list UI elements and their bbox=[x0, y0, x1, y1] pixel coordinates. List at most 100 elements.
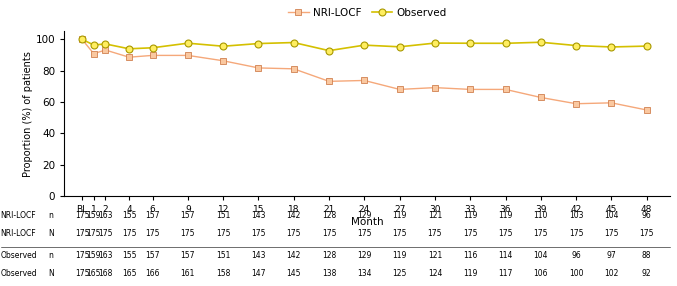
Text: 100: 100 bbox=[569, 269, 584, 278]
Line: NRI-LOCF: NRI-LOCF bbox=[79, 37, 649, 113]
Text: 96: 96 bbox=[642, 211, 651, 221]
Text: 121: 121 bbox=[428, 251, 442, 261]
Text: 119: 119 bbox=[498, 211, 512, 221]
Text: 92: 92 bbox=[642, 269, 651, 278]
NRI-LOCF bbox=[325, 80, 333, 83]
Text: 161: 161 bbox=[181, 269, 195, 278]
Observed bbox=[325, 49, 333, 52]
Text: 97: 97 bbox=[607, 251, 616, 261]
Text: 175: 175 bbox=[74, 269, 89, 278]
Text: 175: 175 bbox=[216, 229, 230, 238]
Text: 155: 155 bbox=[122, 251, 136, 261]
Text: NRI-LOCF: NRI-LOCF bbox=[1, 229, 37, 238]
NRI-LOCF bbox=[502, 88, 510, 91]
Text: 119: 119 bbox=[463, 211, 477, 221]
Y-axis label: Proportion (%) of patients: Proportion (%) of patients bbox=[23, 51, 33, 177]
Text: Observed: Observed bbox=[1, 251, 37, 261]
Observed bbox=[219, 45, 227, 48]
Text: 147: 147 bbox=[251, 269, 265, 278]
Text: 175: 175 bbox=[640, 229, 654, 238]
Text: 142: 142 bbox=[286, 211, 301, 221]
NRI-LOCF bbox=[102, 48, 110, 52]
Text: 110: 110 bbox=[533, 211, 548, 221]
Text: 104: 104 bbox=[604, 211, 619, 221]
Text: 114: 114 bbox=[498, 251, 512, 261]
Text: 128: 128 bbox=[322, 251, 336, 261]
Legend: NRI-LOCF, Observed: NRI-LOCF, Observed bbox=[284, 4, 451, 22]
Text: 175: 175 bbox=[146, 229, 160, 238]
Text: N: N bbox=[49, 269, 54, 278]
Text: 175: 175 bbox=[181, 229, 195, 238]
Text: n: n bbox=[49, 211, 53, 221]
Text: 175: 175 bbox=[74, 211, 89, 221]
NRI-LOCF bbox=[431, 86, 439, 89]
Text: 102: 102 bbox=[604, 269, 619, 278]
Text: 157: 157 bbox=[146, 251, 160, 261]
Text: 158: 158 bbox=[216, 269, 230, 278]
Text: 129: 129 bbox=[357, 211, 372, 221]
Observed bbox=[125, 47, 133, 51]
Text: 96: 96 bbox=[571, 251, 581, 261]
Observed bbox=[89, 43, 97, 47]
Text: 175: 175 bbox=[393, 229, 407, 238]
Observed bbox=[148, 46, 156, 49]
Observed bbox=[537, 41, 545, 44]
Observed bbox=[607, 45, 615, 49]
Text: 143: 143 bbox=[251, 251, 265, 261]
Text: 175: 175 bbox=[498, 229, 512, 238]
Text: 88: 88 bbox=[642, 251, 651, 261]
Text: 157: 157 bbox=[181, 251, 195, 261]
Text: 165: 165 bbox=[122, 269, 136, 278]
Text: 155: 155 bbox=[122, 211, 136, 221]
Observed bbox=[642, 44, 651, 48]
NRI-LOCF bbox=[148, 54, 156, 57]
Text: 138: 138 bbox=[322, 269, 336, 278]
Text: 175: 175 bbox=[122, 229, 136, 238]
Text: 175: 175 bbox=[604, 229, 619, 238]
Text: 157: 157 bbox=[181, 211, 195, 221]
NRI-LOCF bbox=[360, 79, 368, 82]
Text: 175: 175 bbox=[74, 229, 89, 238]
Observed bbox=[502, 41, 510, 45]
Text: 151: 151 bbox=[216, 251, 230, 261]
Text: 151: 151 bbox=[216, 211, 230, 221]
Text: 124: 124 bbox=[428, 269, 442, 278]
Text: 128: 128 bbox=[322, 211, 336, 221]
Observed bbox=[78, 37, 86, 41]
Text: 175: 175 bbox=[428, 229, 442, 238]
Text: 175: 175 bbox=[322, 229, 336, 238]
Text: 166: 166 bbox=[146, 269, 160, 278]
NRI-LOCF bbox=[255, 66, 263, 70]
Observed bbox=[360, 43, 368, 47]
Text: 121: 121 bbox=[428, 211, 442, 221]
Observed bbox=[102, 42, 110, 46]
Text: 163: 163 bbox=[98, 251, 113, 261]
Text: 106: 106 bbox=[533, 269, 548, 278]
Observed bbox=[255, 42, 263, 45]
Text: 175: 175 bbox=[251, 229, 265, 238]
NRI-LOCF bbox=[642, 108, 651, 112]
NRI-LOCF bbox=[572, 102, 580, 106]
Text: 116: 116 bbox=[463, 251, 477, 261]
Text: n: n bbox=[49, 251, 53, 261]
Text: 175: 175 bbox=[533, 229, 548, 238]
Text: 159: 159 bbox=[87, 211, 101, 221]
NRI-LOCF bbox=[183, 54, 192, 57]
NRI-LOCF bbox=[219, 59, 227, 62]
Observed bbox=[572, 44, 580, 47]
Text: 119: 119 bbox=[393, 251, 407, 261]
Text: 175: 175 bbox=[87, 229, 101, 238]
Text: 175: 175 bbox=[74, 251, 89, 261]
NRI-LOCF bbox=[537, 96, 545, 99]
Text: 175: 175 bbox=[98, 229, 113, 238]
Text: 125: 125 bbox=[393, 269, 407, 278]
Text: 157: 157 bbox=[146, 211, 160, 221]
Text: 103: 103 bbox=[569, 211, 584, 221]
NRI-LOCF bbox=[290, 67, 298, 71]
NRI-LOCF bbox=[89, 52, 97, 55]
NRI-LOCF bbox=[125, 55, 133, 59]
Text: 119: 119 bbox=[393, 211, 407, 221]
NRI-LOCF bbox=[395, 88, 403, 91]
Text: 165: 165 bbox=[87, 269, 101, 278]
X-axis label: Month: Month bbox=[351, 217, 384, 227]
